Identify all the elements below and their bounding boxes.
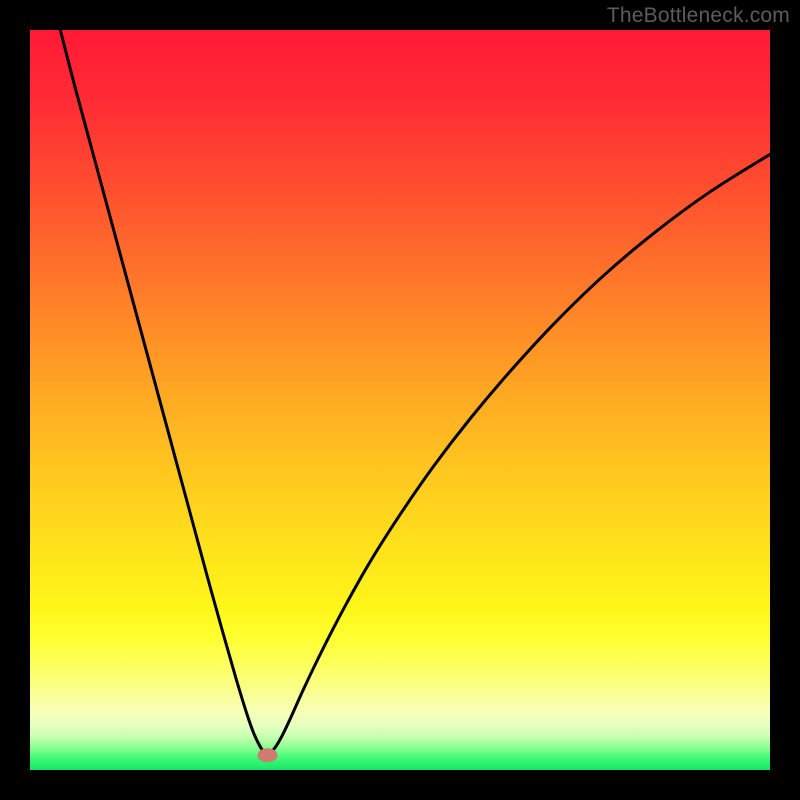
watermark-text: TheBottleneck.com <box>607 4 790 28</box>
plot-background <box>30 30 770 770</box>
bottleneck-chart <box>0 0 800 800</box>
optimal-point-marker <box>258 748 278 762</box>
chart-container: TheBottleneck.com <box>0 0 800 800</box>
